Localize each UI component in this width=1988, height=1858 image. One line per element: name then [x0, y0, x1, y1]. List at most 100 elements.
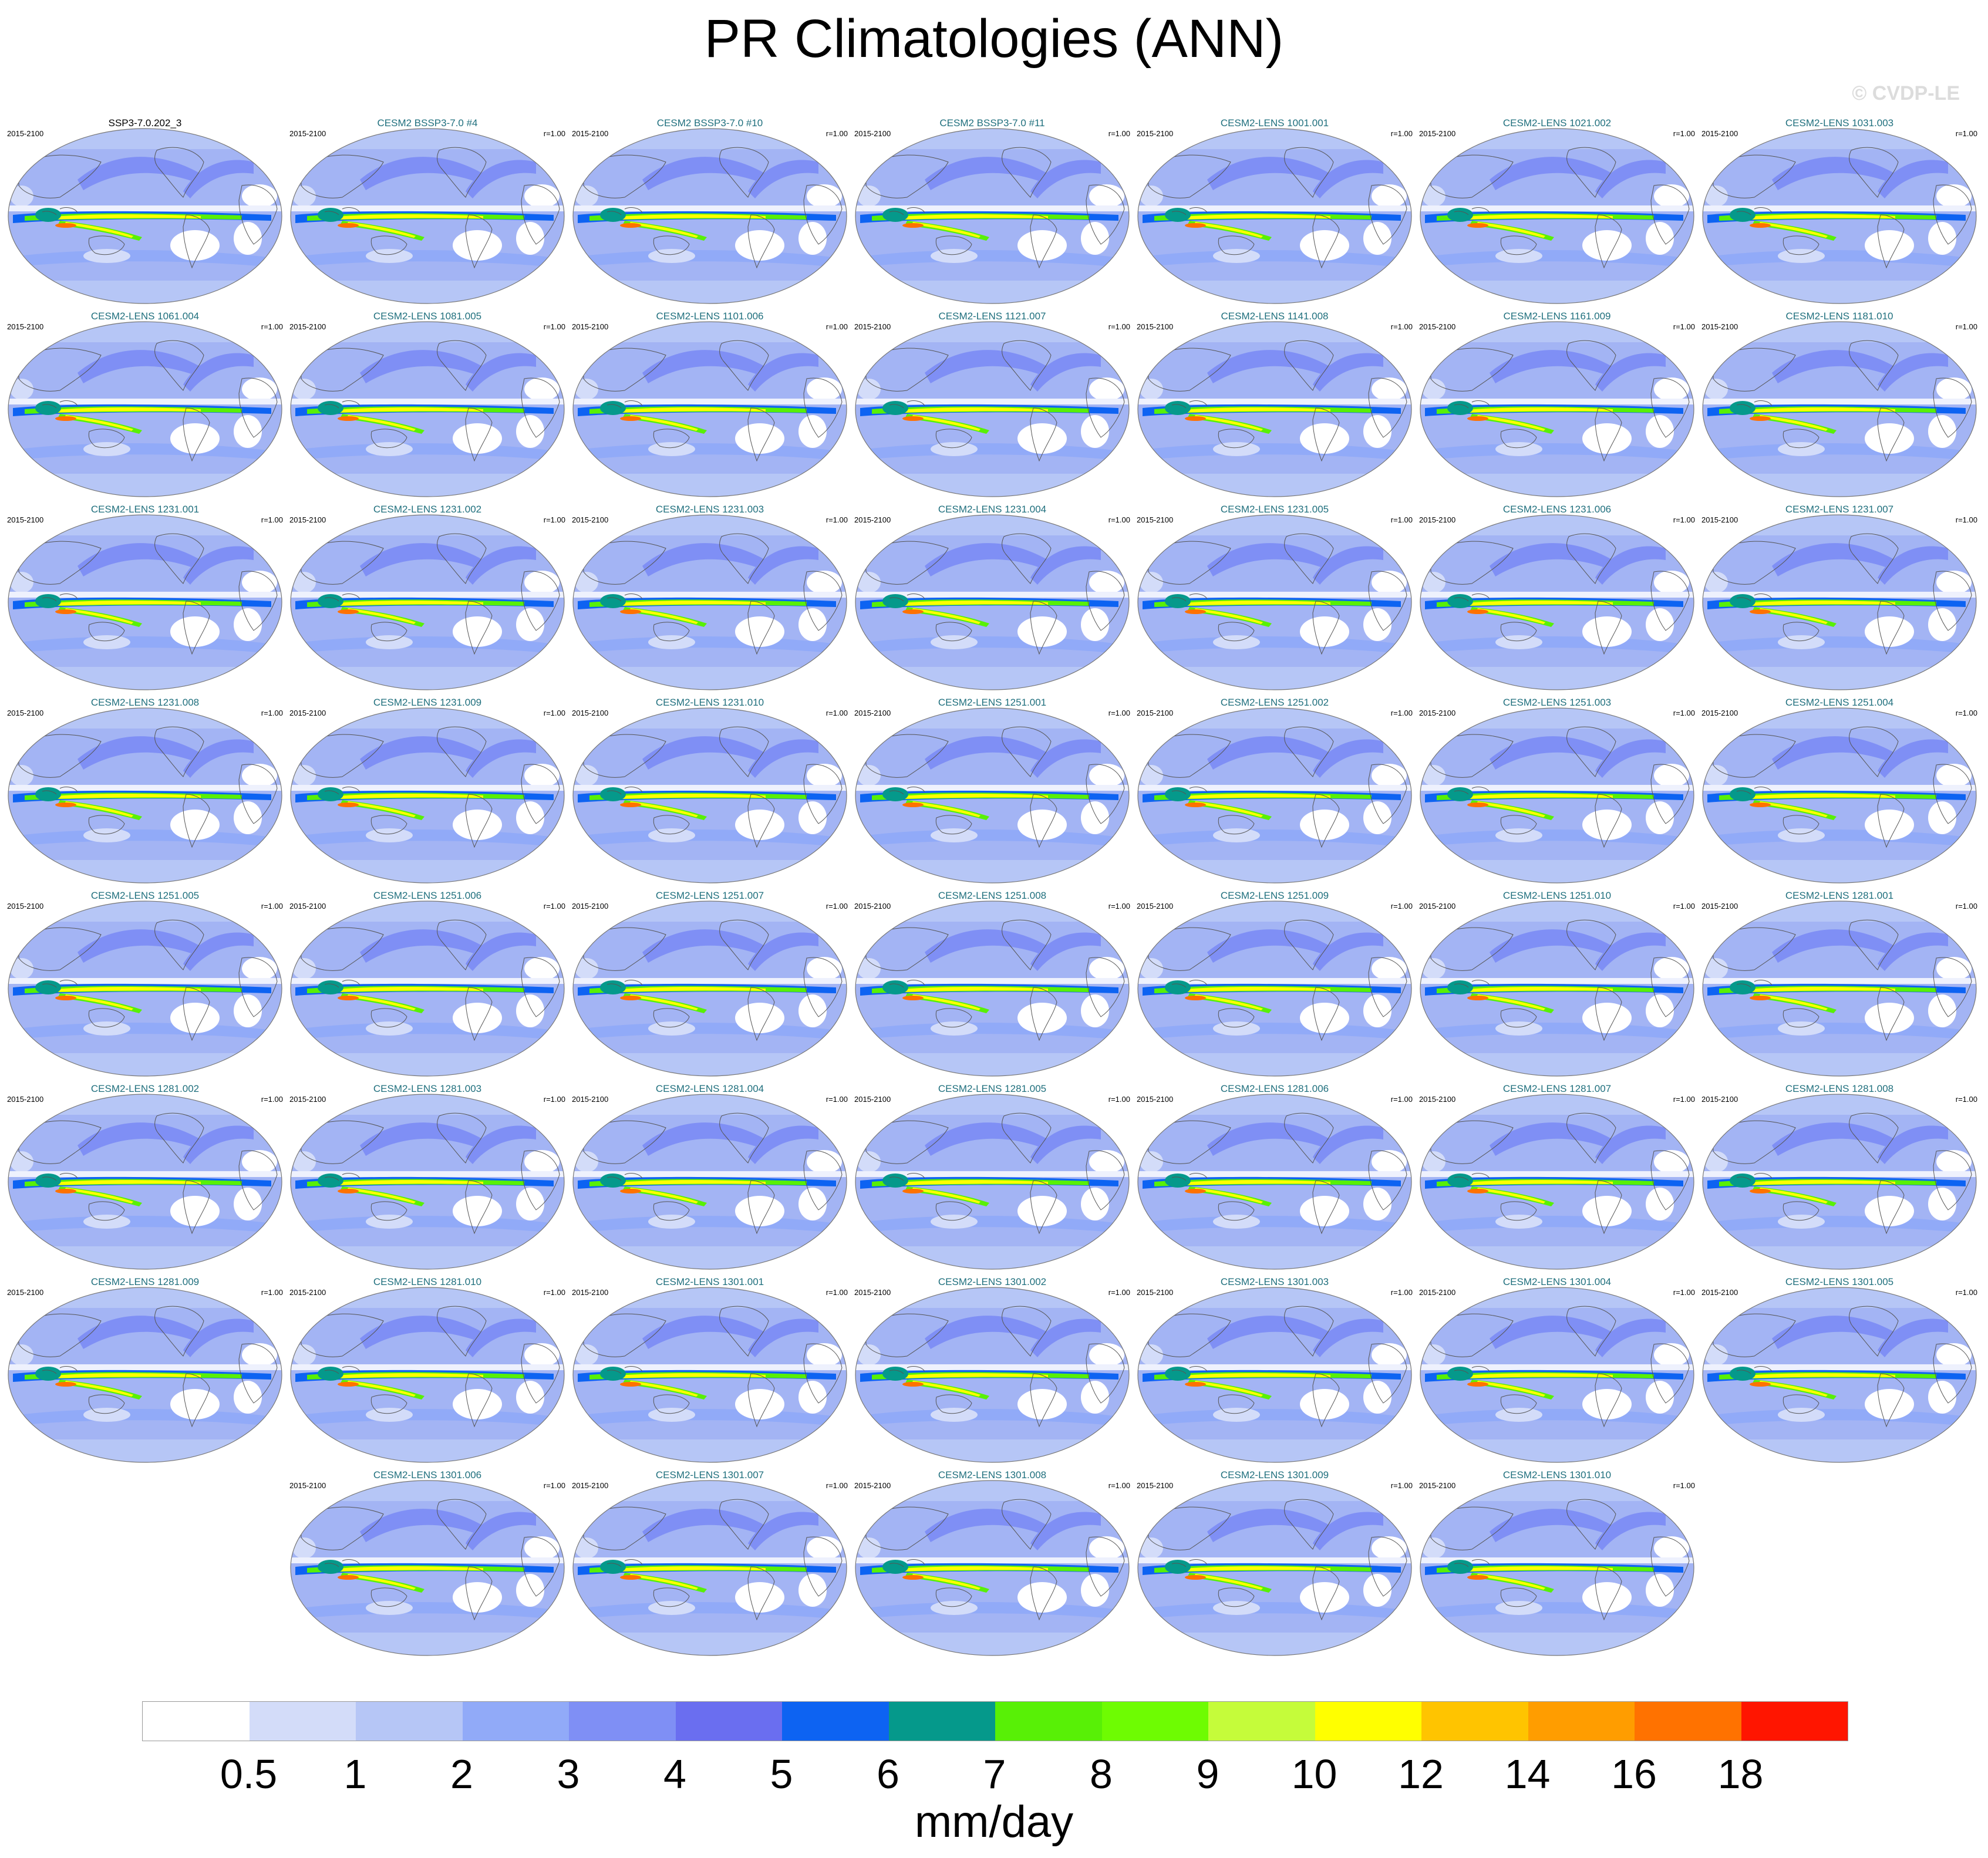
north-america-outline — [1002, 147, 1052, 198]
storm-track-atlantic — [466, 932, 536, 971]
maritime-continent-max — [620, 802, 641, 807]
map-panel: CESM2-LENS 1301.009 2015-2100 r=1.00 — [1137, 1469, 1413, 1657]
map-outline — [290, 1480, 565, 1656]
africa-outline — [238, 957, 278, 1017]
precip-map — [855, 321, 1130, 497]
maritime-continent-max — [55, 609, 76, 614]
africa-outline — [803, 571, 843, 631]
dry-zone-south-atlantic — [1081, 1188, 1109, 1220]
storm-track-pacific — [78, 350, 201, 383]
equator-stripe — [573, 592, 847, 598]
precip-map — [290, 514, 565, 690]
polar-band-north — [573, 1481, 847, 1501]
dry-zone-sahara — [1089, 957, 1124, 980]
colorbar-box — [1208, 1702, 1315, 1741]
south-america-outline — [1030, 1373, 1057, 1428]
north-america-outline — [1284, 1306, 1334, 1357]
warm-pool — [318, 401, 343, 415]
panel-pattern-correlation: r=1.00 — [825, 709, 848, 717]
polar-band-south — [855, 1053, 1129, 1076]
panel-pattern-correlation: r=1.00 — [543, 515, 565, 524]
polar-band-north — [855, 901, 1129, 922]
maritime-continent-max — [55, 223, 76, 228]
panel-pattern-correlation: r=1.00 — [1955, 709, 1977, 717]
dry-zone-australia — [1213, 442, 1260, 456]
north-america-outline — [1284, 1499, 1334, 1550]
spcz-core — [1194, 222, 1263, 238]
asia-outline — [1430, 154, 1514, 198]
equator-stripe — [291, 1364, 564, 1370]
south-america-outline — [1030, 1566, 1057, 1621]
panel-title: CESM2-LENS 1061.004 — [90, 311, 200, 322]
panel-pattern-correlation: r=1.00 — [1673, 902, 1695, 911]
storm-track-atlantic — [466, 160, 536, 198]
precip-map — [572, 1094, 847, 1270]
africa-outline — [1086, 764, 1125, 824]
warm-pool — [1447, 401, 1473, 415]
storm-track-atlantic — [1878, 1125, 1948, 1164]
storm-track-atlantic — [1595, 546, 1666, 585]
africa-outline — [1368, 571, 1407, 631]
panel-period: 2015-2100 — [1137, 1095, 1174, 1104]
panel-title: CESM2-LENS 1231.004 — [938, 504, 1047, 515]
spcz-core — [1759, 415, 1828, 431]
islands-outline — [889, 594, 925, 602]
spcz-core — [1477, 1188, 1545, 1203]
itcz-core — [901, 407, 1048, 413]
islands-outline — [1736, 1173, 1773, 1181]
panel-title: CESM2-LENS 1231.002 — [373, 504, 482, 515]
dry-zone-australia — [931, 1408, 978, 1422]
dry-zone-south-atlantic — [1646, 994, 1674, 1027]
storm-track-atlantic — [1878, 353, 1948, 392]
dry-zone-se-pacific — [1017, 230, 1067, 261]
islands-outline — [324, 787, 360, 795]
map-panel: CESM2-LENS 1231.001 2015-2100 r=1.00 — [7, 504, 283, 692]
equator-stripe — [291, 785, 564, 791]
storm-track-pacific — [1772, 1316, 1895, 1349]
map-panel: CESM2-LENS 1181.010 2015-2100 r=1.00 — [1701, 311, 1977, 498]
polar-band-north — [1420, 1094, 1694, 1115]
asia-outline — [583, 1506, 666, 1550]
dry-zone-australia — [366, 442, 413, 456]
maritime-continent-max — [902, 609, 924, 614]
precip-map — [1420, 901, 1694, 1077]
spcz-core — [1759, 608, 1828, 624]
itcz-core — [1184, 987, 1330, 992]
panel-title: CESM2-LENS 1101.006 — [656, 311, 764, 322]
dry-zone-arabia — [10, 572, 33, 593]
map-outline — [855, 1480, 1130, 1656]
north-america-outline — [437, 340, 487, 391]
storm-track-pacific — [1490, 350, 1613, 383]
precip-map — [8, 1287, 282, 1463]
map-outline — [572, 1287, 847, 1463]
colorbar-tick-label: 12 — [1398, 1751, 1444, 1797]
map-outline — [855, 514, 1130, 690]
north-america-outline — [154, 340, 204, 391]
polar-band-north — [1138, 708, 1411, 729]
australia-outline — [935, 1394, 972, 1414]
equator-stripe — [573, 978, 847, 984]
dry-zone-australia — [366, 1215, 413, 1229]
equator-stripe — [1138, 399, 1411, 404]
australia-outline — [935, 1587, 972, 1607]
polar-band-north — [291, 1481, 564, 1501]
itcz-core — [619, 407, 766, 413]
dry-zone-sahara — [1654, 764, 1689, 787]
precip-map — [1420, 128, 1694, 304]
storm-track-pacific — [642, 1122, 766, 1156]
south-america-outline — [1312, 601, 1340, 655]
australia-outline — [370, 1008, 407, 1028]
panel-period: 2015-2100 — [854, 1481, 891, 1490]
equator-stripe — [1420, 1364, 1694, 1370]
south-america-outline — [747, 1373, 775, 1428]
australia-outline — [1218, 429, 1255, 449]
polar-band-south — [1420, 1246, 1694, 1269]
panel-title: CESM2-LENS 1281.001 — [1785, 890, 1894, 901]
africa-outline — [1086, 571, 1125, 631]
map-panel: CESM2-LENS 1141.008 2015-2100 r=1.00 — [1137, 311, 1413, 498]
polar-band-north — [8, 129, 282, 149]
islands-outline — [1736, 787, 1773, 795]
dry-zone-se-pacific — [1865, 1389, 1914, 1419]
australia-outline — [935, 1201, 972, 1221]
polar-band-north — [855, 708, 1129, 729]
